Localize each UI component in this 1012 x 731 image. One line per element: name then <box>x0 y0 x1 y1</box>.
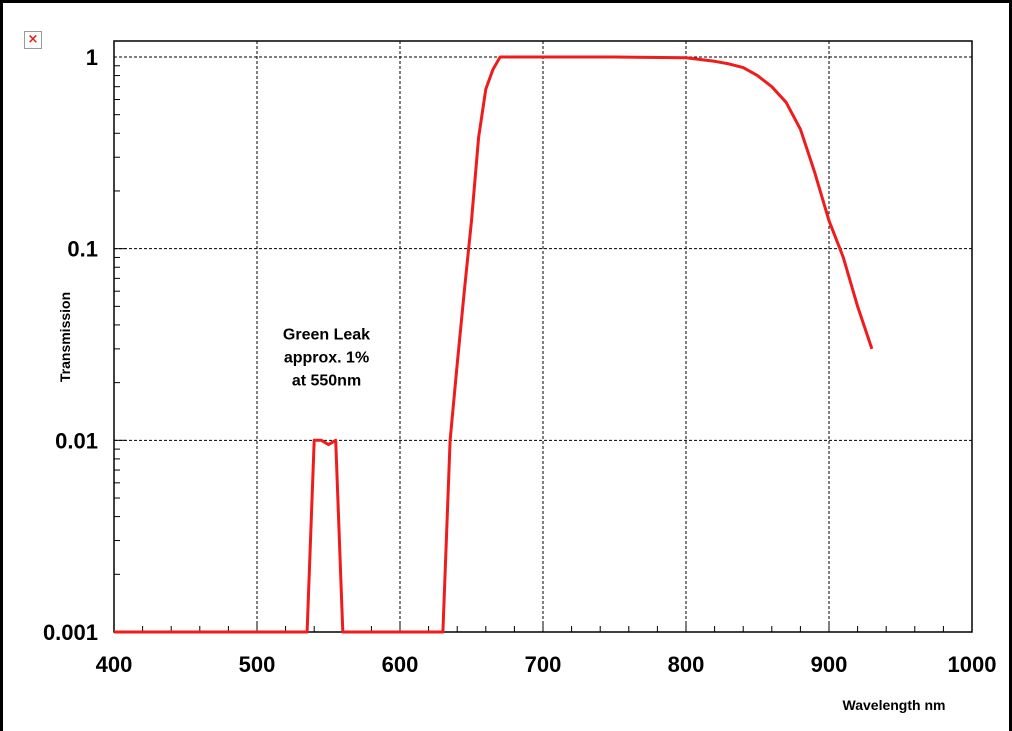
green-leak-annotation: approx. 1% <box>284 349 369 366</box>
broken-image-icon: × <box>24 31 42 49</box>
x-axis-label: Wavelength nm <box>843 697 946 713</box>
x-tick-label: 600 <box>382 652 419 677</box>
transmission-curve <box>114 55 874 634</box>
green-leak-annotation: Green Leak <box>283 326 370 343</box>
x-tick-label: 700 <box>525 652 562 677</box>
y-tick-label: 0.001 <box>43 620 98 645</box>
x-tick-label: 800 <box>668 652 705 677</box>
y-tick-label: 1 <box>86 45 98 70</box>
green-leak-annotation: at 550nm <box>292 372 361 389</box>
x-tick-label: 400 <box>96 652 133 677</box>
y-tick-label: 0.01 <box>55 428 98 453</box>
y-tick-label: 0.1 <box>67 237 98 262</box>
x-tick-label: 900 <box>811 652 848 677</box>
plot-area-border <box>113 40 973 633</box>
x-tick-label: 500 <box>239 652 276 677</box>
y-axis-label: Transmission <box>57 292 73 382</box>
x-tick-label: 1000 <box>948 652 997 677</box>
